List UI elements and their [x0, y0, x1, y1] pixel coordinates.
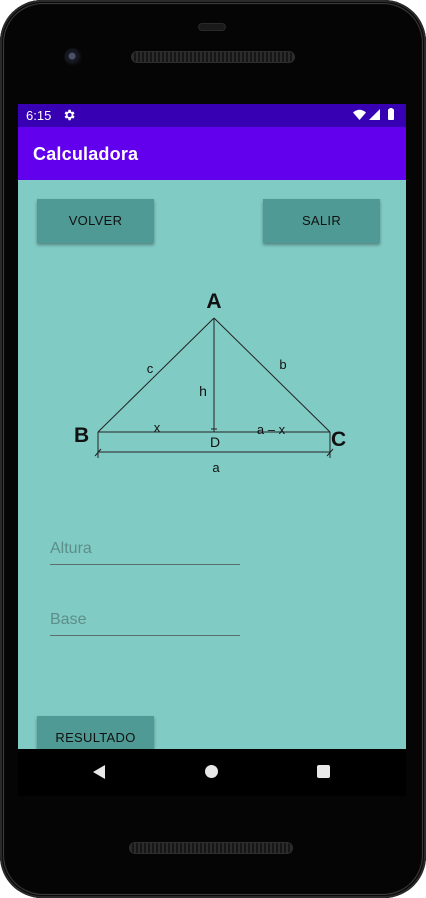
app-screen: 6:15 Calculadora VOLVER SALIR	[18, 104, 406, 749]
altura-input[interactable]	[50, 536, 240, 562]
altura-field[interactable]	[50, 536, 240, 565]
front-camera	[64, 48, 82, 66]
volver-button[interactable]: VOLVER	[37, 199, 154, 243]
point-d-label: D	[210, 434, 220, 450]
recents-icon[interactable]	[317, 765, 330, 778]
earpiece-speaker	[131, 51, 295, 63]
base-input[interactable]	[50, 607, 240, 633]
vertex-a-label: A	[206, 290, 221, 313]
side-a-label: a	[212, 460, 220, 475]
cell-signal-icon	[369, 109, 380, 120]
vertex-b-label: B	[74, 424, 89, 447]
side-b-line	[213, 317, 331, 433]
segment-x-label: x	[154, 420, 161, 435]
status-icons	[353, 108, 394, 120]
proximity-sensor	[198, 23, 226, 31]
side-c-line	[97, 317, 215, 433]
height-label: h	[199, 383, 207, 399]
battery-icon	[388, 109, 394, 120]
status-bar: 6:15	[18, 104, 406, 127]
wifi-icon	[353, 109, 366, 120]
vertex-c-label: C	[331, 428, 346, 451]
app-bar: Calculadora	[18, 127, 406, 180]
home-icon[interactable]	[205, 765, 218, 778]
navigation-bar	[18, 749, 406, 796]
triangle-diagram: A B C c b h x a – x D a	[74, 290, 346, 475]
resultado-button[interactable]: RESULTADO	[37, 716, 154, 749]
base-field[interactable]	[50, 607, 240, 636]
app-title: Calculadora	[33, 144, 139, 164]
side-b-label: b	[279, 357, 286, 372]
bottom-speaker	[129, 842, 293, 854]
salir-button[interactable]: SALIR	[263, 199, 380, 243]
gear-icon	[64, 109, 75, 121]
status-time: 6:15	[26, 108, 52, 123]
back-icon[interactable]	[92, 765, 106, 779]
segment-ax-label: a – x	[257, 422, 286, 437]
side-c-label: c	[147, 361, 154, 376]
